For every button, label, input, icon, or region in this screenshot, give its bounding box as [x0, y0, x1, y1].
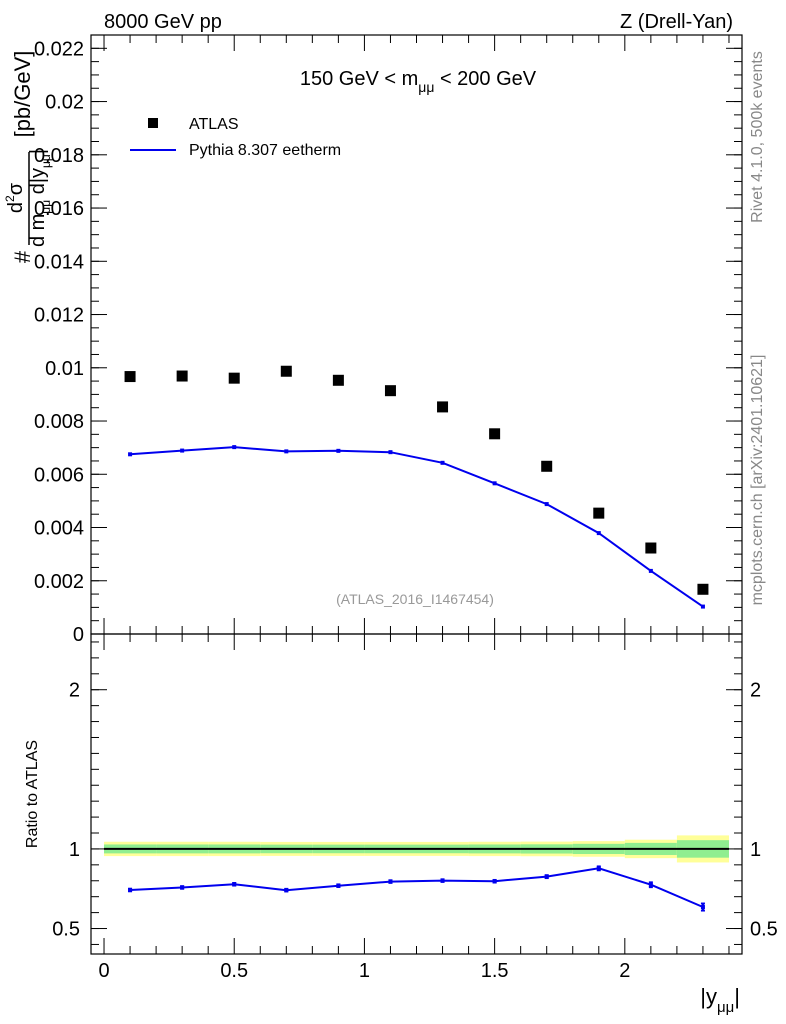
ratio-point — [180, 885, 185, 890]
ratio-point — [596, 866, 601, 871]
ratio-line — [130, 867, 704, 908]
main-ytick-label: 0.018 — [34, 145, 84, 167]
ratio-point — [336, 883, 341, 888]
atlas-point — [124, 371, 136, 383]
atlas-point — [280, 365, 292, 377]
main-ytick-label: 0.008 — [34, 411, 84, 433]
rivet-label: Rivet 4.1.0, 500k events — [749, 51, 766, 223]
legend: ATLAS Pythia 8.307 eetherm — [130, 116, 341, 159]
ratio-point — [128, 888, 133, 892]
ratio-point — [544, 874, 549, 879]
ratio-frame — [90, 633, 743, 955]
ratio-x-axis-label: |yμμ| — [700, 984, 740, 1016]
pythia-point — [232, 445, 237, 450]
atlas-point — [384, 385, 396, 397]
pythia-point — [700, 604, 705, 609]
main-ytick-label: 0.004 — [34, 518, 84, 540]
svg-text:d2σ: d2σ — [3, 182, 27, 213]
main-y-axis-label: # d2σ d mμμ d|yμμ| [pb/GeV] — [3, 51, 53, 264]
main-ytick-label: 0.012 — [34, 305, 84, 327]
atlas-point — [645, 542, 657, 554]
ratio-ytick-label: 2 — [69, 680, 80, 702]
ratio-ytick-label-right: 1 — [750, 839, 761, 861]
main-ytick-label: 0.002 — [34, 571, 84, 593]
ratio-ytick-label: 0.5 — [52, 919, 80, 941]
ratio-point — [648, 882, 653, 887]
pythia-point — [284, 449, 289, 454]
main-ytick-label: 0.014 — [34, 251, 84, 273]
analysis-tag: (ATLAS_2016_I1467454) — [336, 591, 494, 607]
pythia-point — [492, 481, 497, 486]
ratio-ytick-label: 1 — [69, 839, 80, 861]
ratio-xtick-label: 1 — [359, 960, 370, 982]
ratio-xtick-label: 1.5 — [481, 960, 509, 982]
svg-text:#: # — [10, 250, 35, 263]
atlas-point — [489, 428, 501, 440]
main-ytick-label: 0.016 — [34, 198, 84, 220]
atlas-point — [541, 460, 553, 472]
main-ytick-label: 0.02 — [45, 92, 84, 114]
pythia-point — [440, 460, 445, 465]
pythia-point — [648, 568, 653, 573]
legend-pythia-label: Pythia 8.307 eetherm — [189, 142, 341, 159]
pythia-point — [336, 448, 341, 453]
pythia-point — [388, 450, 393, 455]
main-ytick-label: 0.022 — [34, 38, 84, 60]
ratio-ytick-label-right: 0.5 — [750, 919, 778, 941]
pythia-point — [128, 452, 133, 457]
atlas-point — [593, 507, 605, 519]
ratio-point — [492, 879, 497, 884]
atlas-point — [176, 370, 188, 382]
atlas-point — [437, 401, 449, 413]
pythia-point — [596, 531, 601, 536]
ratio-ytick-label-right: 2 — [750, 680, 761, 702]
header-left: 8000 GeV pp — [104, 11, 222, 33]
legend-atlas-marker — [148, 118, 158, 128]
ratio-xtick-label: 0.5 — [220, 960, 248, 982]
main-ytick-label: 0 — [73, 624, 84, 646]
ratio-xtick-label: 0 — [98, 960, 109, 982]
ratio-panel: 0 0.5 1 1.5 2 0.5 0.5 1 1 2 2 Ratio to ATLAS |yμμ| — [24, 633, 778, 1016]
pythia-point — [544, 502, 549, 507]
main-panel: 0 0.002 0.004 0.006 0.008 0.01 0.012 0.014 0.016… — [3, 34, 743, 646]
mcplots-label: mcplots.cern.ch [arXiv:2401.10621] — [749, 355, 766, 606]
ratio-point — [700, 905, 705, 910]
ratio-xtick-label: 2 — [619, 960, 630, 982]
pythia-point — [180, 448, 185, 453]
pythia-line — [130, 446, 704, 608]
ratio-point — [232, 882, 237, 887]
atlas-point — [228, 372, 240, 384]
ratio-point — [284, 888, 289, 893]
svg-text:d mμμ d|yμμ|: d mμμ d|yμμ| — [27, 149, 53, 247]
main-title: 150 GeV < mμμ < 200 GeV — [300, 68, 537, 95]
ratio-y-axis-label: Ratio to ATLAS — [24, 740, 41, 848]
main-ytick-label: 0.01 — [45, 358, 84, 380]
main-ytick-label: 0.006 — [34, 464, 84, 486]
legend-atlas-label: ATLAS — [189, 116, 239, 133]
atlas-point — [332, 374, 344, 386]
ratio-point — [440, 878, 445, 883]
svg-text:[pb/GeV]: [pb/GeV] — [10, 51, 35, 138]
ratio-point — [388, 879, 393, 884]
atlas-point — [697, 583, 709, 595]
header-right: Z (Drell-Yan) — [620, 11, 733, 33]
